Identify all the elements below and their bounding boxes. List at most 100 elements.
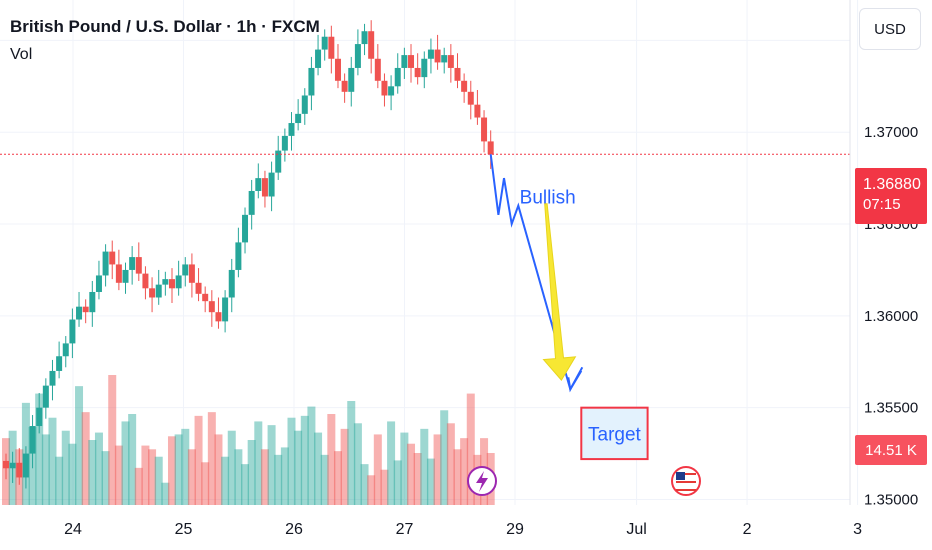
volume-bar <box>167 436 176 505</box>
candle-body <box>182 264 189 276</box>
candle-body <box>9 462 16 469</box>
volume-bar <box>360 464 369 505</box>
bullish-arrowhead <box>567 366 584 393</box>
candle-body <box>76 306 83 320</box>
candle-body <box>281 135 288 151</box>
volume-bar <box>333 451 342 505</box>
volume-bar <box>413 453 422 505</box>
candle-body <box>308 67 315 96</box>
volume-bar <box>81 412 90 505</box>
candle-body <box>388 86 395 96</box>
volume-bar <box>287 417 296 505</box>
volume-bar <box>88 440 97 505</box>
candle-body <box>202 293 209 302</box>
candle-body <box>142 273 149 289</box>
yellow-arrow[interactable] <box>542 203 577 381</box>
volume-bar <box>446 423 455 505</box>
candle-body <box>268 172 275 197</box>
volume-bar <box>128 414 137 505</box>
volume-bar <box>380 469 389 505</box>
target-box[interactable] <box>580 406 649 461</box>
volume-bar <box>161 482 170 505</box>
candle-body <box>102 251 109 276</box>
drawings: Bullish Target <box>489 154 649 461</box>
volume-bar <box>294 430 303 505</box>
volume-bar <box>75 386 84 505</box>
candle-body <box>56 356 63 371</box>
candle-body <box>321 36 328 50</box>
volume-bars <box>2 375 495 505</box>
candle-body <box>427 49 434 59</box>
x-tick-label: 29 <box>506 521 524 538</box>
volume-bar <box>314 432 323 505</box>
candle-body <box>222 297 229 322</box>
volume-bar <box>221 456 230 505</box>
volume-bar <box>460 438 469 505</box>
x-tick-label: 2 <box>743 521 752 538</box>
x-tick-label: 3 <box>853 521 862 538</box>
volume-bar <box>35 393 44 505</box>
candle-body <box>82 306 89 313</box>
x-tick-label: 25 <box>175 521 193 538</box>
candle-body <box>215 312 222 322</box>
candle-body <box>441 55 448 63</box>
candle-body <box>255 178 262 191</box>
candle-body <box>89 291 96 313</box>
candle-body <box>487 141 494 155</box>
lightning-icon[interactable] <box>467 466 497 496</box>
x-tick-label: 24 <box>64 521 82 538</box>
volume-bar <box>327 414 336 505</box>
candle-body <box>295 113 302 124</box>
volume-bar <box>134 467 143 505</box>
candle-body <box>315 49 322 68</box>
volume-bar <box>114 445 123 505</box>
volume-bar <box>426 458 435 505</box>
candle-body <box>408 55 415 68</box>
volume-bar <box>201 462 210 505</box>
last-price-value: 1.36880 <box>863 176 921 193</box>
volume-bar <box>154 456 163 505</box>
candle-body <box>235 242 242 270</box>
candle-body <box>208 301 215 313</box>
candle-body <box>22 453 29 478</box>
volume-bar <box>440 410 449 505</box>
candle-body <box>175 275 182 289</box>
candle-body <box>115 264 122 283</box>
us-flag-icon[interactable] <box>671 466 701 496</box>
events <box>467 466 701 496</box>
currency-button[interactable]: USD <box>859 8 921 50</box>
candle-body <box>381 80 388 96</box>
last-price-tag: 1.36880 07:15 <box>855 168 927 224</box>
candle-body <box>334 58 341 81</box>
candle-body <box>155 284 162 298</box>
grid-lines <box>0 0 859 505</box>
volume-bar <box>274 454 283 505</box>
candle-body <box>368 31 375 59</box>
candle-body <box>42 385 49 408</box>
candle-body <box>3 460 9 469</box>
volume-bar <box>241 464 250 505</box>
volume-label[interactable]: Vol <box>10 46 33 63</box>
volume-bar <box>393 460 402 505</box>
volume-bar <box>373 434 382 505</box>
candle-body <box>36 407 43 427</box>
y-tick-label: 1.37000 <box>864 124 918 141</box>
volume-bar <box>420 428 429 505</box>
x-tick-label: 26 <box>285 521 303 538</box>
bar-countdown: 07:15 <box>863 196 901 213</box>
candle-body <box>228 269 235 298</box>
symbol-title[interactable]: British Pound / U.S. Dollar · 1h · FXCM <box>10 17 320 36</box>
candle-body <box>62 343 69 357</box>
candle-body <box>467 91 474 105</box>
candle-body <box>135 257 142 274</box>
candle-body <box>461 80 468 92</box>
volume-bar <box>387 421 396 505</box>
candle-body <box>328 36 335 59</box>
volume-bar <box>207 412 216 505</box>
volume-bar <box>55 456 64 505</box>
candle-body <box>394 67 401 87</box>
candle-body <box>29 426 36 454</box>
candle-body <box>481 117 488 142</box>
y-tick-label: 1.36000 <box>864 308 918 325</box>
